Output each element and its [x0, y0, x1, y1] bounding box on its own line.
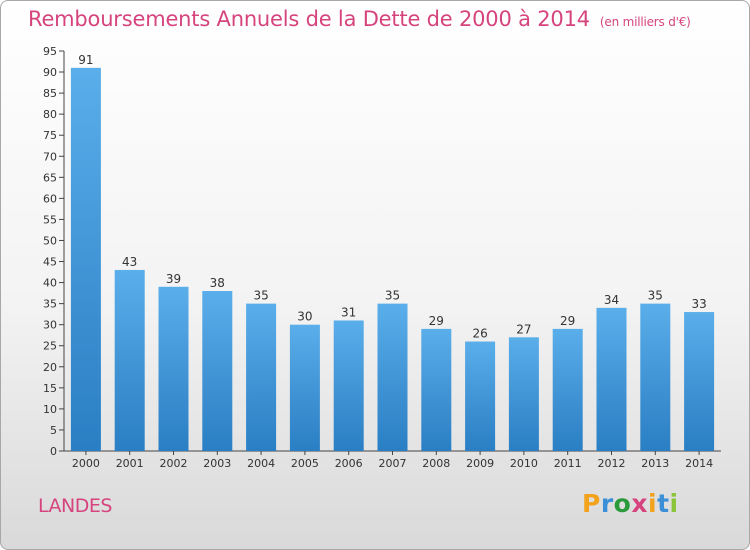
bar-2008: [421, 328, 452, 451]
chart-bars: [70, 67, 715, 451]
bar-value-label: 39: [166, 272, 181, 286]
bar-2013: [640, 303, 671, 451]
y-tick-label: 20: [43, 361, 57, 374]
logo-letter: o: [613, 489, 632, 518]
bar-value-label: 29: [429, 314, 444, 328]
y-tick-label: 50: [43, 234, 57, 247]
logo-letter: P: [582, 489, 601, 518]
y-tick-label: 90: [43, 66, 57, 79]
chart-title: Remboursements Annuels de la Dette de 20…: [28, 7, 691, 31]
y-tick-label: 10: [43, 403, 57, 416]
bar-value-label: 34: [604, 293, 619, 307]
bar-value-label: 35: [648, 289, 663, 303]
logo-letter: r: [600, 489, 614, 518]
x-tick-label: 2004: [247, 457, 275, 470]
y-tick-label: 5: [50, 424, 57, 437]
x-tick-label: 2010: [510, 457, 538, 470]
chart-data-labels: 91 43 39 38 35 30 31 35 29 26 27 29 34 35 33: [78, 53, 706, 341]
bar-2002: [158, 286, 189, 451]
bar-2006: [333, 320, 364, 451]
y-tick-label: 45: [43, 256, 57, 269]
x-tick-label: 2001: [116, 457, 144, 470]
location-label: LANDES: [38, 495, 112, 517]
bar-2012: [596, 307, 627, 451]
y-tick-label: 75: [43, 129, 57, 142]
x-tick-label: 2005: [291, 457, 319, 470]
y-tick-label: 40: [43, 277, 57, 290]
logo-letter: t: [657, 489, 670, 518]
bar-2011: [552, 328, 583, 451]
y-tick-label: 25: [43, 340, 57, 353]
chart-unit: (en milliers d'€): [599, 15, 691, 29]
bar-2014: [684, 312, 715, 451]
y-tick-label: 35: [43, 298, 57, 311]
x-tick-label: 2002: [160, 457, 188, 470]
x-tick-label: 2013: [641, 457, 669, 470]
bar-2003: [202, 291, 233, 451]
y-tick-label: 15: [43, 382, 57, 395]
bar-2010: [508, 337, 539, 451]
bar-value-label: 43: [122, 255, 137, 269]
logo-letter: i: [648, 489, 658, 518]
x-tick-label: 2007: [379, 457, 407, 470]
bar-value-label: 91: [78, 53, 93, 67]
bar-2005: [289, 324, 320, 451]
y-tick-label: 65: [43, 171, 57, 184]
y-tick-label: 95: [43, 45, 57, 58]
bar-2004: [246, 303, 277, 451]
bar-value-label: 26: [472, 327, 487, 341]
bar-value-label: 38: [210, 276, 225, 290]
bar-value-label: 27: [516, 322, 531, 336]
x-tick-label: 2003: [203, 457, 231, 470]
y-tick-label: 30: [43, 319, 57, 332]
x-tick-label: 2008: [422, 457, 450, 470]
y-tick-label: 70: [43, 150, 57, 163]
y-tick-label: 55: [43, 213, 57, 226]
bar-value-label: 35: [253, 289, 268, 303]
x-tick-label: 2011: [554, 457, 582, 470]
chart-title-text: Remboursements Annuels de la Dette de 20…: [28, 7, 590, 31]
chart-axes: 0 5 10 15 20 25 30 35 40 45 50 55 60 65 70 75 80 85 90 95 20…: [43, 45, 721, 470]
proxiti-logo: Proxiti: [582, 489, 679, 518]
y-tick-label: 60: [43, 192, 57, 205]
y-tick-label: 0: [50, 445, 57, 458]
bar-value-label: 30: [297, 310, 312, 324]
bar-2009: [465, 341, 496, 451]
y-tick-label: 85: [43, 87, 57, 100]
x-tick-label: 2000: [72, 457, 100, 470]
y-tick-label: 80: [43, 108, 57, 121]
bar-value-label: 35: [385, 289, 400, 303]
logo-letter: i: [669, 489, 679, 518]
bar-value-label: 31: [341, 305, 356, 319]
x-tick-label: 2009: [466, 457, 494, 470]
x-tick-label: 2014: [685, 457, 713, 470]
bar-value-label: 29: [560, 314, 575, 328]
bar-2000: [70, 67, 101, 451]
bar-2001: [114, 269, 145, 451]
x-tick-label: 2006: [335, 457, 363, 470]
bar-2007: [377, 303, 408, 451]
x-tick-label: 2012: [598, 457, 626, 470]
logo-letter: x: [631, 489, 648, 518]
bar-value-label: 33: [691, 297, 706, 311]
